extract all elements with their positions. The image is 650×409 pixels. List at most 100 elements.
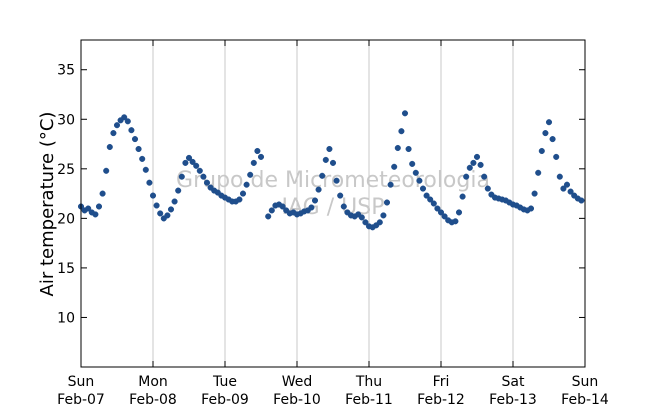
data-point-71 bbox=[337, 192, 344, 199]
plot-frame bbox=[80, 39, 586, 368]
data-point-94 bbox=[419, 185, 427, 192]
x-tick-date: Feb-11 bbox=[345, 392, 393, 408]
x-tick-weekday: Tue bbox=[212, 374, 237, 390]
data-point-21 bbox=[153, 202, 160, 209]
data-point-25 bbox=[167, 206, 175, 213]
x-tick-weekday: Thu bbox=[355, 374, 382, 390]
y-tick-label: 25 bbox=[57, 162, 75, 178]
data-point-88 bbox=[398, 128, 405, 135]
data-point-96 bbox=[427, 196, 434, 203]
data-point-44 bbox=[236, 196, 243, 203]
x-tick-weekday: Wed bbox=[282, 374, 313, 390]
data-point-70 bbox=[333, 177, 340, 184]
data-point-4 bbox=[92, 211, 99, 218]
data-point-84 bbox=[383, 199, 391, 206]
y-tick-label: 10 bbox=[57, 310, 75, 326]
x-tick-date: Feb-12 bbox=[417, 392, 465, 408]
data-point-92 bbox=[412, 169, 419, 176]
data-point-52 bbox=[268, 207, 275, 214]
data-point-72 bbox=[340, 203, 347, 210]
data-point-85 bbox=[387, 181, 394, 188]
data-point-107 bbox=[466, 164, 473, 171]
data-point-8 bbox=[106, 143, 113, 151]
x-tick-date: Feb-09 bbox=[201, 392, 249, 408]
data-point-86 bbox=[391, 163, 398, 170]
data-series bbox=[77, 110, 585, 231]
data-point-27 bbox=[175, 187, 182, 194]
data-point-14 bbox=[128, 127, 135, 134]
x-tick-weekday: Sun bbox=[572, 374, 599, 390]
y-axis-title: Air temperature (°C) bbox=[37, 112, 58, 297]
data-point-13 bbox=[124, 118, 131, 125]
data-point-12 bbox=[121, 114, 128, 121]
data-point-50 bbox=[257, 153, 265, 160]
data-point-131 bbox=[553, 153, 560, 160]
data-point-24 bbox=[164, 212, 171, 219]
data-point-99 bbox=[437, 209, 445, 216]
data-point-31 bbox=[189, 158, 196, 165]
x-tick-date: Feb-07 bbox=[57, 392, 105, 408]
data-point-20 bbox=[149, 192, 157, 199]
data-point-7 bbox=[103, 167, 110, 174]
data-point-89 bbox=[401, 110, 409, 117]
y-tick-label: 35 bbox=[57, 63, 75, 79]
data-point-32 bbox=[193, 162, 200, 169]
data-point-93 bbox=[416, 177, 423, 184]
data-point-104 bbox=[455, 209, 463, 216]
data-point-83 bbox=[380, 212, 387, 219]
data-point-49 bbox=[254, 147, 261, 155]
data-point-103 bbox=[452, 218, 459, 225]
x-tick-weekday: Fri bbox=[433, 374, 450, 390]
data-point-90 bbox=[405, 145, 412, 153]
x-tick-weekday: Mon bbox=[138, 374, 168, 390]
data-point-105 bbox=[459, 193, 466, 200]
data-point-95 bbox=[423, 192, 430, 199]
x-tick-date: Feb-08 bbox=[129, 392, 177, 408]
data-point-47 bbox=[247, 171, 254, 178]
data-point-125 bbox=[531, 190, 538, 197]
data-point-30 bbox=[185, 154, 193, 161]
data-point-10 bbox=[113, 122, 121, 129]
x-tick-date: Feb-14 bbox=[561, 392, 609, 408]
data-point-132 bbox=[556, 173, 563, 180]
y-tick-label: 30 bbox=[57, 112, 75, 128]
data-point-17 bbox=[139, 155, 146, 162]
data-point-9 bbox=[110, 130, 117, 137]
data-point-108 bbox=[470, 159, 477, 166]
data-point-15 bbox=[131, 136, 139, 143]
data-point-91 bbox=[409, 160, 416, 167]
data-point-65 bbox=[315, 186, 322, 193]
data-point-68 bbox=[326, 145, 333, 153]
data-point-97 bbox=[430, 200, 437, 207]
y-axis: 10 15 20 25 30 35 bbox=[57, 63, 585, 326]
data-point-51 bbox=[265, 213, 272, 220]
data-point-111 bbox=[481, 173, 488, 180]
data-point-98 bbox=[434, 205, 441, 212]
data-point-69 bbox=[329, 159, 337, 166]
x-tick-weekday: Sat bbox=[502, 374, 525, 390]
x-tick-date: Feb-13 bbox=[489, 392, 537, 408]
data-point-126 bbox=[535, 169, 542, 176]
data-point-22 bbox=[157, 210, 164, 217]
data-point-78 bbox=[362, 219, 369, 226]
data-point-130 bbox=[549, 136, 556, 143]
data-point-128 bbox=[542, 130, 549, 137]
data-point-135 bbox=[567, 188, 574, 195]
data-point-64 bbox=[311, 197, 319, 204]
data-point-134 bbox=[563, 181, 571, 188]
data-point-66 bbox=[319, 172, 326, 179]
data-point-18 bbox=[142, 166, 149, 173]
data-point-87 bbox=[394, 144, 401, 152]
data-point-67 bbox=[322, 156, 329, 163]
data-point-112 bbox=[484, 185, 491, 192]
data-point-63 bbox=[308, 204, 315, 211]
data-point-129 bbox=[545, 119, 553, 126]
data-point-46 bbox=[243, 181, 250, 188]
data-point-29 bbox=[182, 159, 189, 166]
data-point-82 bbox=[376, 219, 383, 226]
data-point-124 bbox=[527, 205, 535, 212]
x-tick-weekday: Sun bbox=[68, 374, 95, 390]
data-point-5 bbox=[95, 203, 103, 210]
data-point-2 bbox=[85, 205, 92, 212]
